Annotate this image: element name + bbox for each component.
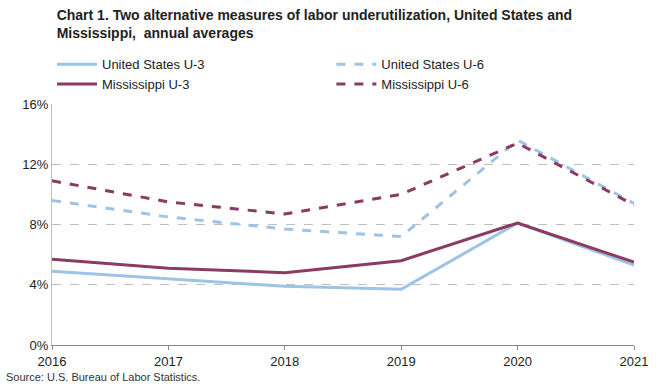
svg-text:Mississippi U-6: Mississippi U-6 — [381, 77, 468, 92]
svg-text:8%: 8% — [30, 217, 49, 232]
svg-text:2019: 2019 — [387, 354, 416, 369]
svg-text:2020: 2020 — [503, 354, 532, 369]
svg-text:2016: 2016 — [38, 354, 67, 369]
svg-text:2017: 2017 — [154, 354, 183, 369]
svg-text:United States U-3: United States U-3 — [102, 57, 205, 72]
svg-text:Source: U.S. Bureau of Labor S: Source: U.S. Bureau of Labor Statistics. — [6, 371, 200, 383]
svg-text:4%: 4% — [30, 277, 49, 292]
svg-text:16%: 16% — [22, 97, 48, 112]
svg-text:Mississippi U-3: Mississippi U-3 — [102, 77, 189, 92]
svg-text:2021: 2021 — [620, 354, 649, 369]
svg-text:0%: 0% — [30, 338, 49, 353]
svg-text:United States U-6: United States U-6 — [381, 57, 484, 72]
svg-text:2018: 2018 — [270, 354, 299, 369]
svg-text:Chart 1. Two alternative measu: Chart 1. Two alternative measures of lab… — [57, 7, 573, 41]
svg-text:12%: 12% — [22, 157, 48, 172]
